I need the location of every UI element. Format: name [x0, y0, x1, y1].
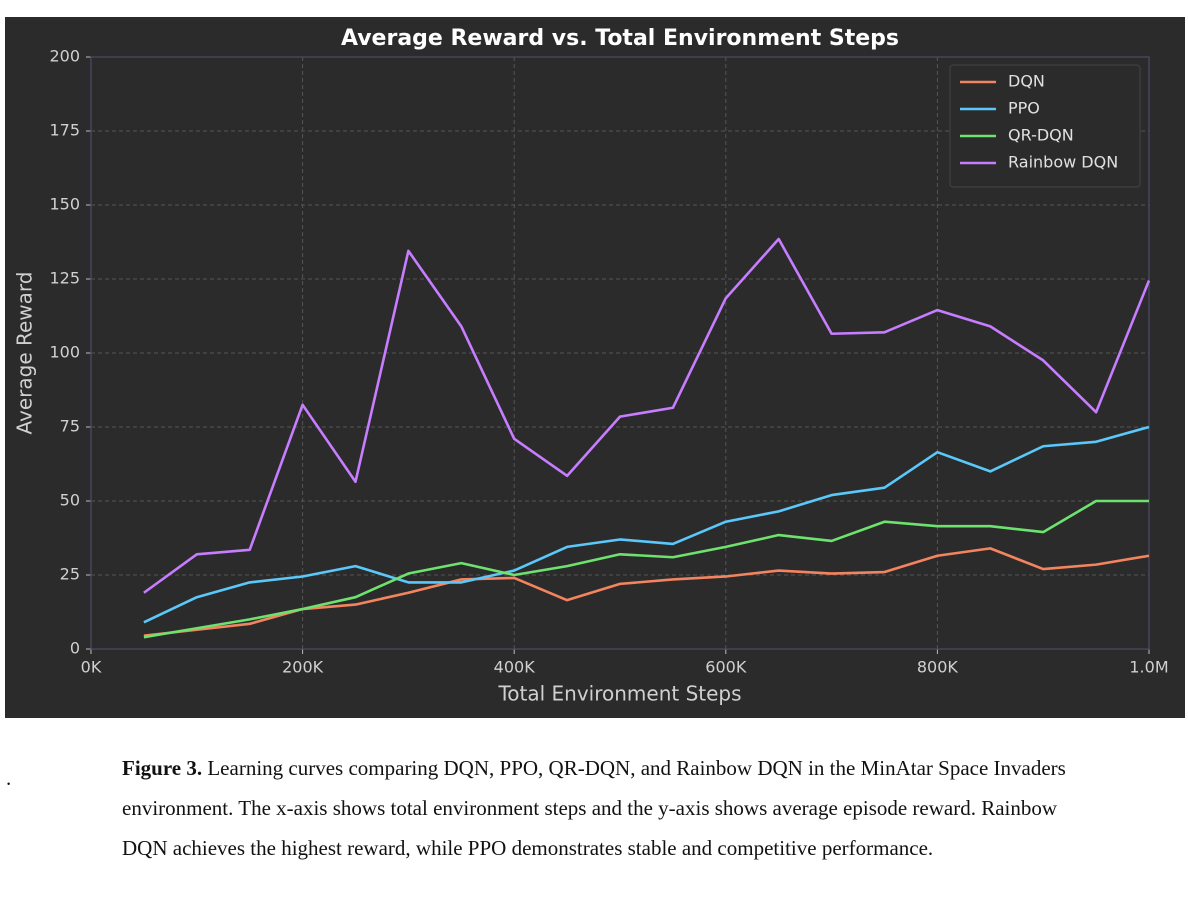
- legend-label: Rainbow DQN: [1008, 153, 1118, 172]
- x-tick-label: 800K: [917, 658, 959, 677]
- x-axis-label: Total Environment Steps: [497, 682, 741, 706]
- y-tick-label: 75: [60, 417, 80, 436]
- series-line: [143, 499, 1149, 639]
- plot-frame: [90, 56, 1150, 650]
- legend-label: DQN: [1008, 72, 1045, 91]
- x-tick-label: 400K: [494, 658, 536, 677]
- margin-mark: .: [6, 766, 12, 790]
- y-tick-label: 25: [60, 565, 80, 584]
- y-axis-label: Average Reward: [13, 272, 37, 435]
- series-line: [143, 237, 1151, 594]
- y-tick-label: 125: [49, 269, 80, 288]
- y-tick-label: 100: [49, 343, 80, 362]
- chart: Average Reward vs. Total Environment Ste…: [5, 17, 1185, 718]
- y-tick-label: 175: [49, 121, 80, 140]
- x-tick-label: 600K: [705, 658, 747, 677]
- caption-text: Learning curves comparing DQN, PPO, QR-D…: [122, 756, 1066, 860]
- legend-label: PPO: [1008, 99, 1040, 118]
- y-tick-label: 200: [49, 47, 80, 66]
- chart-title: Average Reward vs. Total Environment Ste…: [341, 26, 899, 51]
- x-tick-label: 200K: [282, 658, 324, 677]
- caption: Figure 3. Learning curves comparing DQN,…: [122, 748, 1082, 868]
- y-tick-label: 150: [49, 195, 80, 214]
- y-tick-label: 0: [70, 639, 80, 658]
- legend-box: [949, 64, 1141, 188]
- series-line: [143, 425, 1150, 624]
- x-tick-label: 0K: [81, 658, 102, 677]
- y-tick-label: 50: [60, 491, 80, 510]
- x-tick-label: 1.0M: [1129, 658, 1168, 677]
- legend-label: QR-DQN: [1008, 126, 1074, 145]
- caption-label: Figure 3.: [122, 756, 203, 780]
